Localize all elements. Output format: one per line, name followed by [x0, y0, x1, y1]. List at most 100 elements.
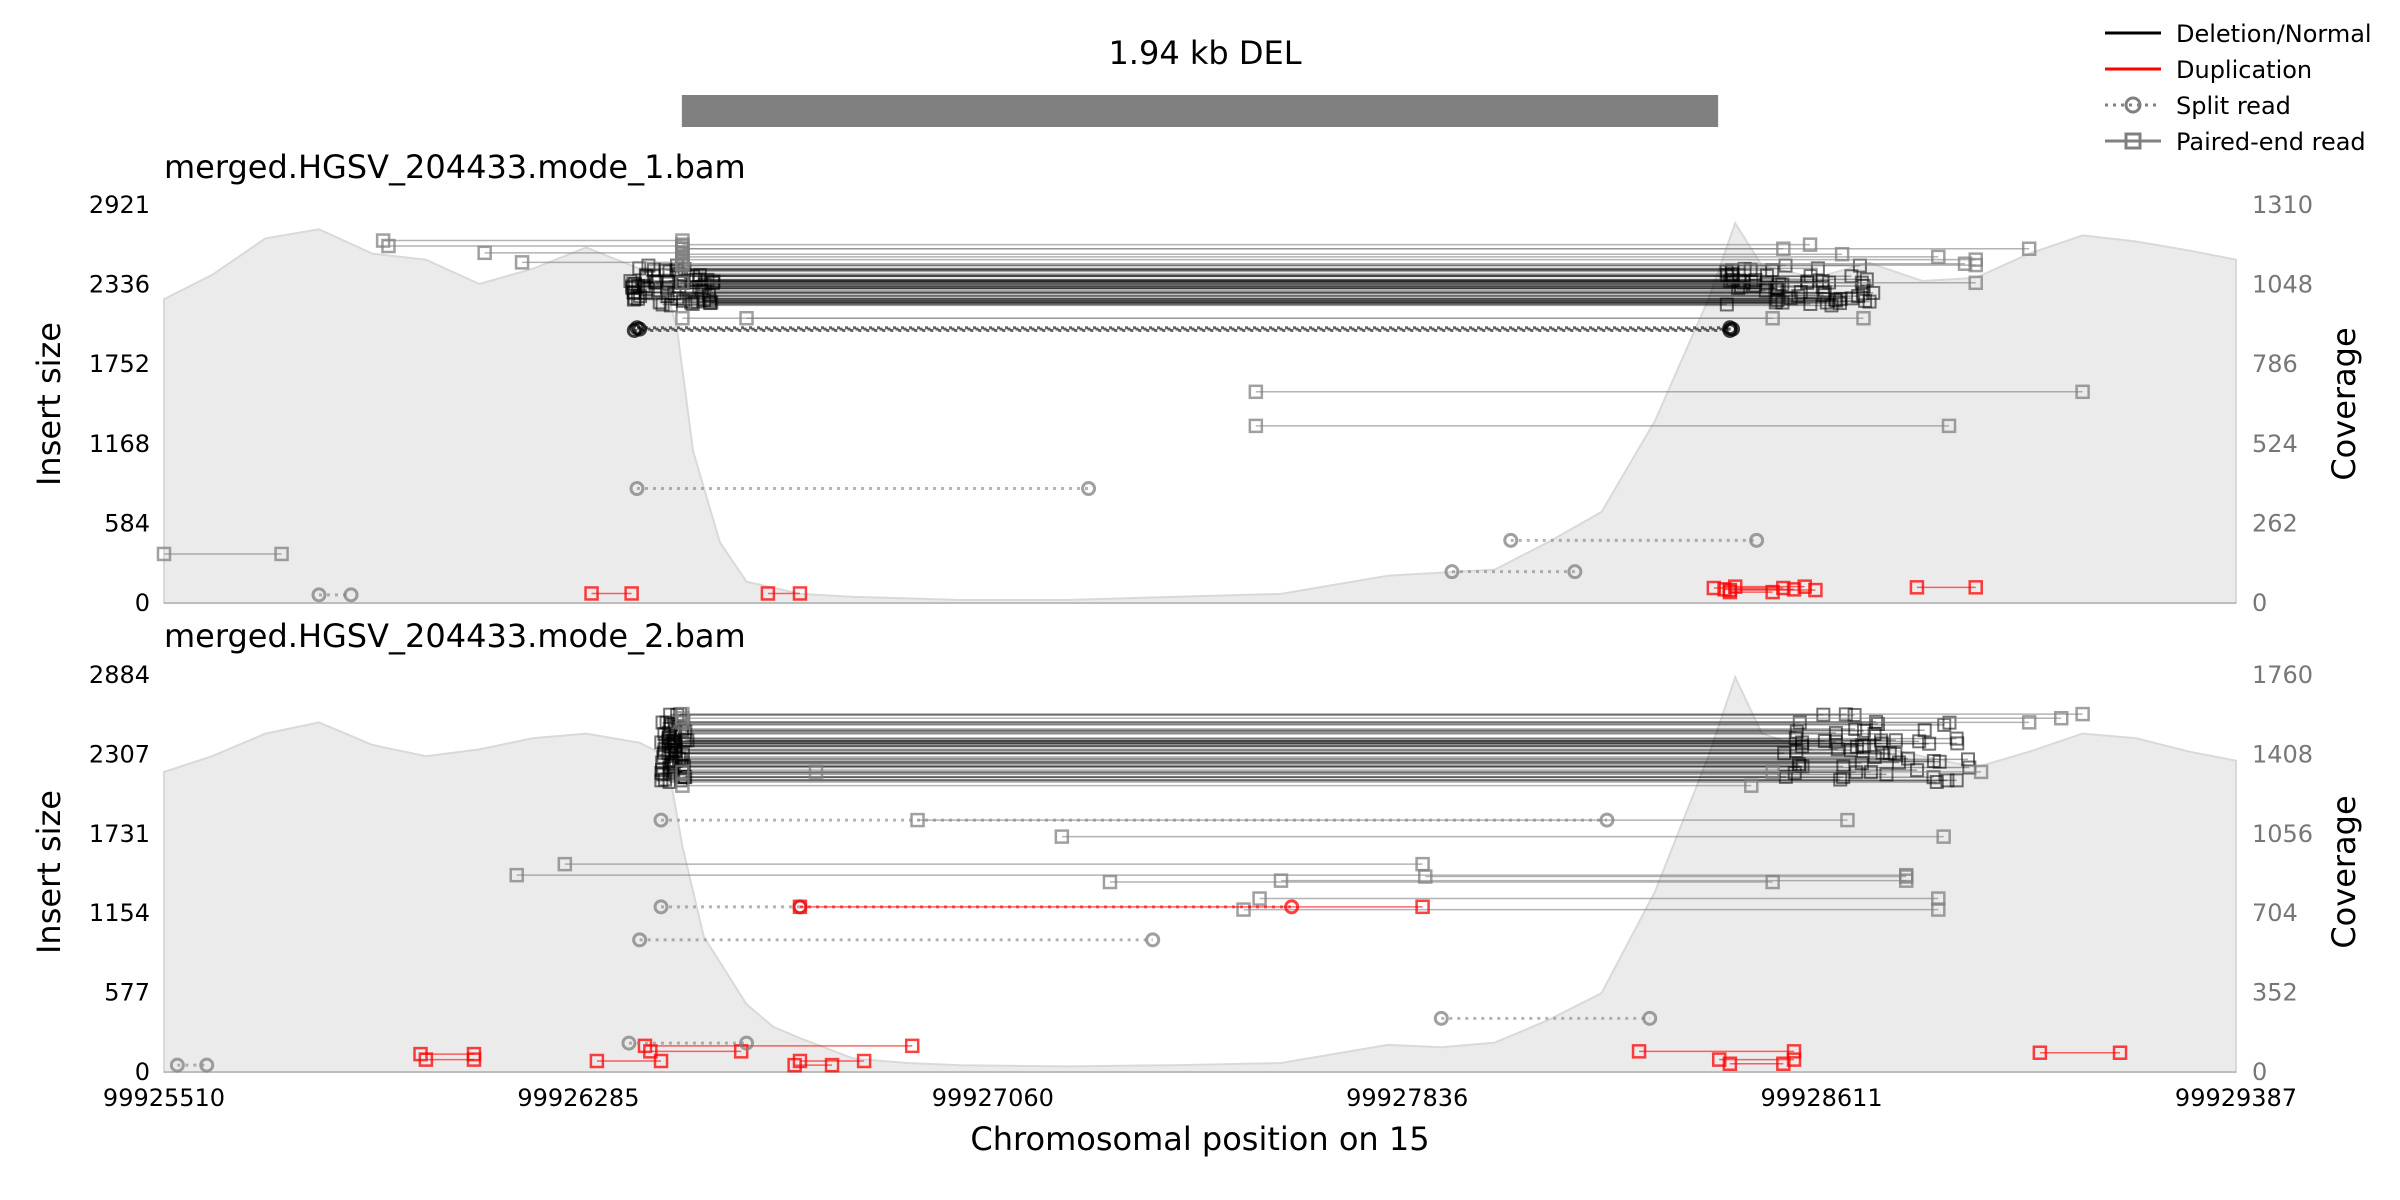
- paired-read-marker: [1817, 734, 1832, 749]
- paired-read-marker: [623, 274, 638, 289]
- paired-read-marker: [2053, 710, 2069, 726]
- paired-read-marker: [466, 1052, 482, 1067]
- paired-read-marker: [1917, 723, 1932, 738]
- paired-read-marker: [1899, 869, 1914, 884]
- split-read-marker: [1145, 932, 1161, 948]
- x-tick-label: 99927836: [1346, 1084, 1468, 1112]
- paired-read-marker: [2075, 706, 2090, 722]
- paired-read-marker: [1248, 384, 1264, 400]
- paired-read-marker: [653, 1053, 669, 1069]
- paired-read-marker: [1888, 733, 1903, 748]
- y2-tick-label: 1760: [2252, 661, 2313, 689]
- paired-read-marker: [1415, 899, 1430, 915]
- split-read-marker: [199, 1057, 215, 1073]
- paired-read-marker: [1949, 731, 1964, 746]
- paired-read-marker: [760, 586, 776, 601]
- paired-read-marker: [1857, 738, 1872, 753]
- paired-read-marker: [1800, 274, 1815, 289]
- y-tick-label: 584: [104, 509, 150, 537]
- paired-read-marker: [1830, 742, 1845, 757]
- paired-read-marker: [660, 289, 675, 304]
- paired-read-marker: [589, 1053, 605, 1069]
- paired-read-marker: [675, 778, 690, 793]
- paired-read-marker: [678, 724, 693, 739]
- x-tick-label: 99926285: [517, 1084, 639, 1112]
- paired-read-marker: [2112, 1045, 2128, 1060]
- paired-read-marker: [824, 1057, 840, 1073]
- paired-read-marker: [1874, 736, 1889, 751]
- x-tick-label: 99925510: [103, 1084, 225, 1112]
- paired-read-marker: [856, 1053, 872, 1069]
- paired-read-marker: [1931, 249, 1946, 265]
- split-read-marker: [1444, 564, 1460, 580]
- paired-read-marker: [381, 238, 396, 254]
- split-read-marker: [739, 1035, 755, 1051]
- paired-read-marker: [1711, 1052, 1727, 1067]
- split-read-marker: [169, 1057, 185, 1073]
- paired-read-marker: [1786, 1052, 1802, 1067]
- y2-axis-label: Coverage: [2325, 795, 2363, 948]
- paired-read-marker: [1840, 812, 1855, 828]
- paired-read-marker: [1949, 773, 1964, 788]
- paired-read-marker: [1866, 285, 1881, 300]
- paired-read-marker: [626, 292, 641, 307]
- paired-read-marker: [1776, 580, 1791, 596]
- paired-read-marker: [792, 586, 808, 601]
- paired-read-marker: [1828, 725, 1843, 740]
- paired-read-marker: [509, 867, 524, 883]
- split-read-marker: [1725, 321, 1741, 337]
- paired-read-marker: [627, 277, 642, 292]
- y-tick-label: 2336: [89, 271, 150, 299]
- legend-label-deletion: Deletion/Normal: [2176, 20, 2372, 48]
- paired-read-marker: [1102, 874, 1118, 890]
- split-read-marker: [632, 932, 648, 948]
- y2-tick-label: 704: [2252, 899, 2298, 927]
- paired-read-marker: [1968, 252, 1983, 267]
- paired-read-marker: [692, 268, 707, 283]
- paired-read-marker: [654, 773, 669, 788]
- paired-read-marker: [706, 274, 721, 289]
- paired-read-marker: [1787, 766, 1802, 781]
- paired-read-marker: [1828, 292, 1843, 307]
- paired-read-marker: [808, 764, 824, 780]
- paired-read-marker: [675, 310, 690, 326]
- paired-read-marker: [1770, 293, 1785, 308]
- panel-title: merged.HGSV_204433.mode_2.bam: [164, 617, 746, 655]
- split-read-marker: [621, 1035, 637, 1051]
- split-read-marker: [1749, 532, 1765, 548]
- paired-read-marker: [1252, 891, 1267, 906]
- paired-read-marker: [675, 715, 690, 730]
- paired-read-marker: [1844, 291, 1859, 306]
- paired-read-marker: [2032, 1045, 2048, 1060]
- x-tick-label: 99929387: [2175, 1084, 2297, 1112]
- paired-read-marker: [1631, 1044, 1647, 1059]
- paired-read-marker: [1815, 274, 1830, 289]
- y2-axis-label: Coverage: [2325, 327, 2363, 480]
- paired-read-marker: [1833, 772, 1848, 787]
- paired-read-marker: [1797, 579, 1812, 594]
- paired-read-marker: [1901, 751, 1916, 766]
- paired-read-marker: [904, 1038, 920, 1054]
- paired-read-marker: [675, 275, 690, 291]
- paired-read-marker: [1847, 707, 1862, 722]
- y-tick-label: 2307: [89, 740, 150, 768]
- paired-read-marker: [1732, 273, 1747, 288]
- split-read-marker: [1284, 899, 1300, 915]
- legend-label-split-read: Split read: [2176, 92, 2291, 120]
- paired-read-marker: [1759, 268, 1774, 283]
- paired-read-marker: [584, 586, 599, 601]
- paired-read-marker: [1961, 752, 1976, 767]
- panel-title: merged.HGSV_204433.mode_1.bam: [164, 148, 746, 186]
- y-tick-label: 577: [104, 979, 150, 1007]
- paired-read-marker: [1828, 734, 1843, 749]
- paired-read-marker: [1829, 293, 1844, 308]
- split-read-marker: [653, 812, 669, 828]
- paired-read-marker: [1803, 296, 1818, 311]
- y2-tick-label: 1408: [2252, 740, 2313, 768]
- y-tick-label: 1752: [89, 350, 150, 378]
- paired-read-marker: [675, 241, 690, 256]
- y2-tick-label: 262: [2252, 509, 2298, 537]
- paired-read-marker: [1744, 778, 1759, 793]
- paired-read-marker: [1922, 736, 1937, 751]
